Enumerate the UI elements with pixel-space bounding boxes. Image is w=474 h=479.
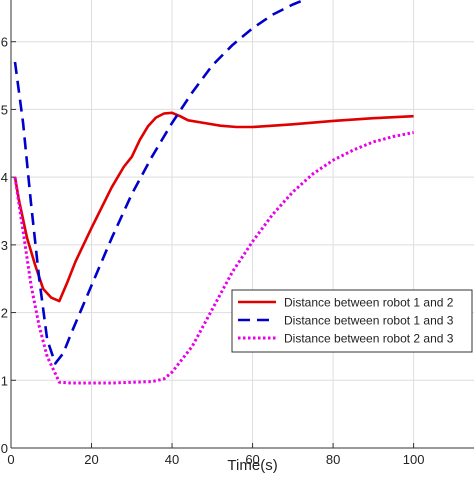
legend-label-2: Distance between robot 1 and 3 [284,314,454,328]
y-tick-label: 0 [1,441,8,456]
legend-box [231,289,473,353]
series-lines [13,0,414,385]
y-tick-label: 6 [1,35,8,50]
y-tick-label: 1 [1,373,8,388]
legend-label-1: Distance between robot 1 and 2 [284,296,454,310]
y-tick-label: 2 [1,306,8,321]
x-tick-label: 40 [165,452,179,467]
y-tick-label: 4 [1,170,8,185]
y-tick-label: 5 [1,102,8,117]
legend-label-3: Distance between robot 2 and 3 [284,332,454,346]
axes: 02040608010001234567 [1,0,474,467]
x-tick-label: 80 [326,452,340,467]
x-tick-label: 0 [7,452,14,467]
plot-area [11,0,474,448]
series-line-2 [13,0,308,365]
x-axis-label: Time(s) [227,457,277,474]
x-tick-label: 60 [245,452,259,467]
x-tick-label: 20 [84,452,98,467]
x-tick-label: 100 [403,452,425,467]
legend: Distance between robot 1 and 2 Distance b… [231,289,473,353]
series-line-3 [13,131,414,385]
y-tick-label: 3 [1,238,8,253]
grid [10,0,474,449]
series-line-1 [13,111,414,303]
